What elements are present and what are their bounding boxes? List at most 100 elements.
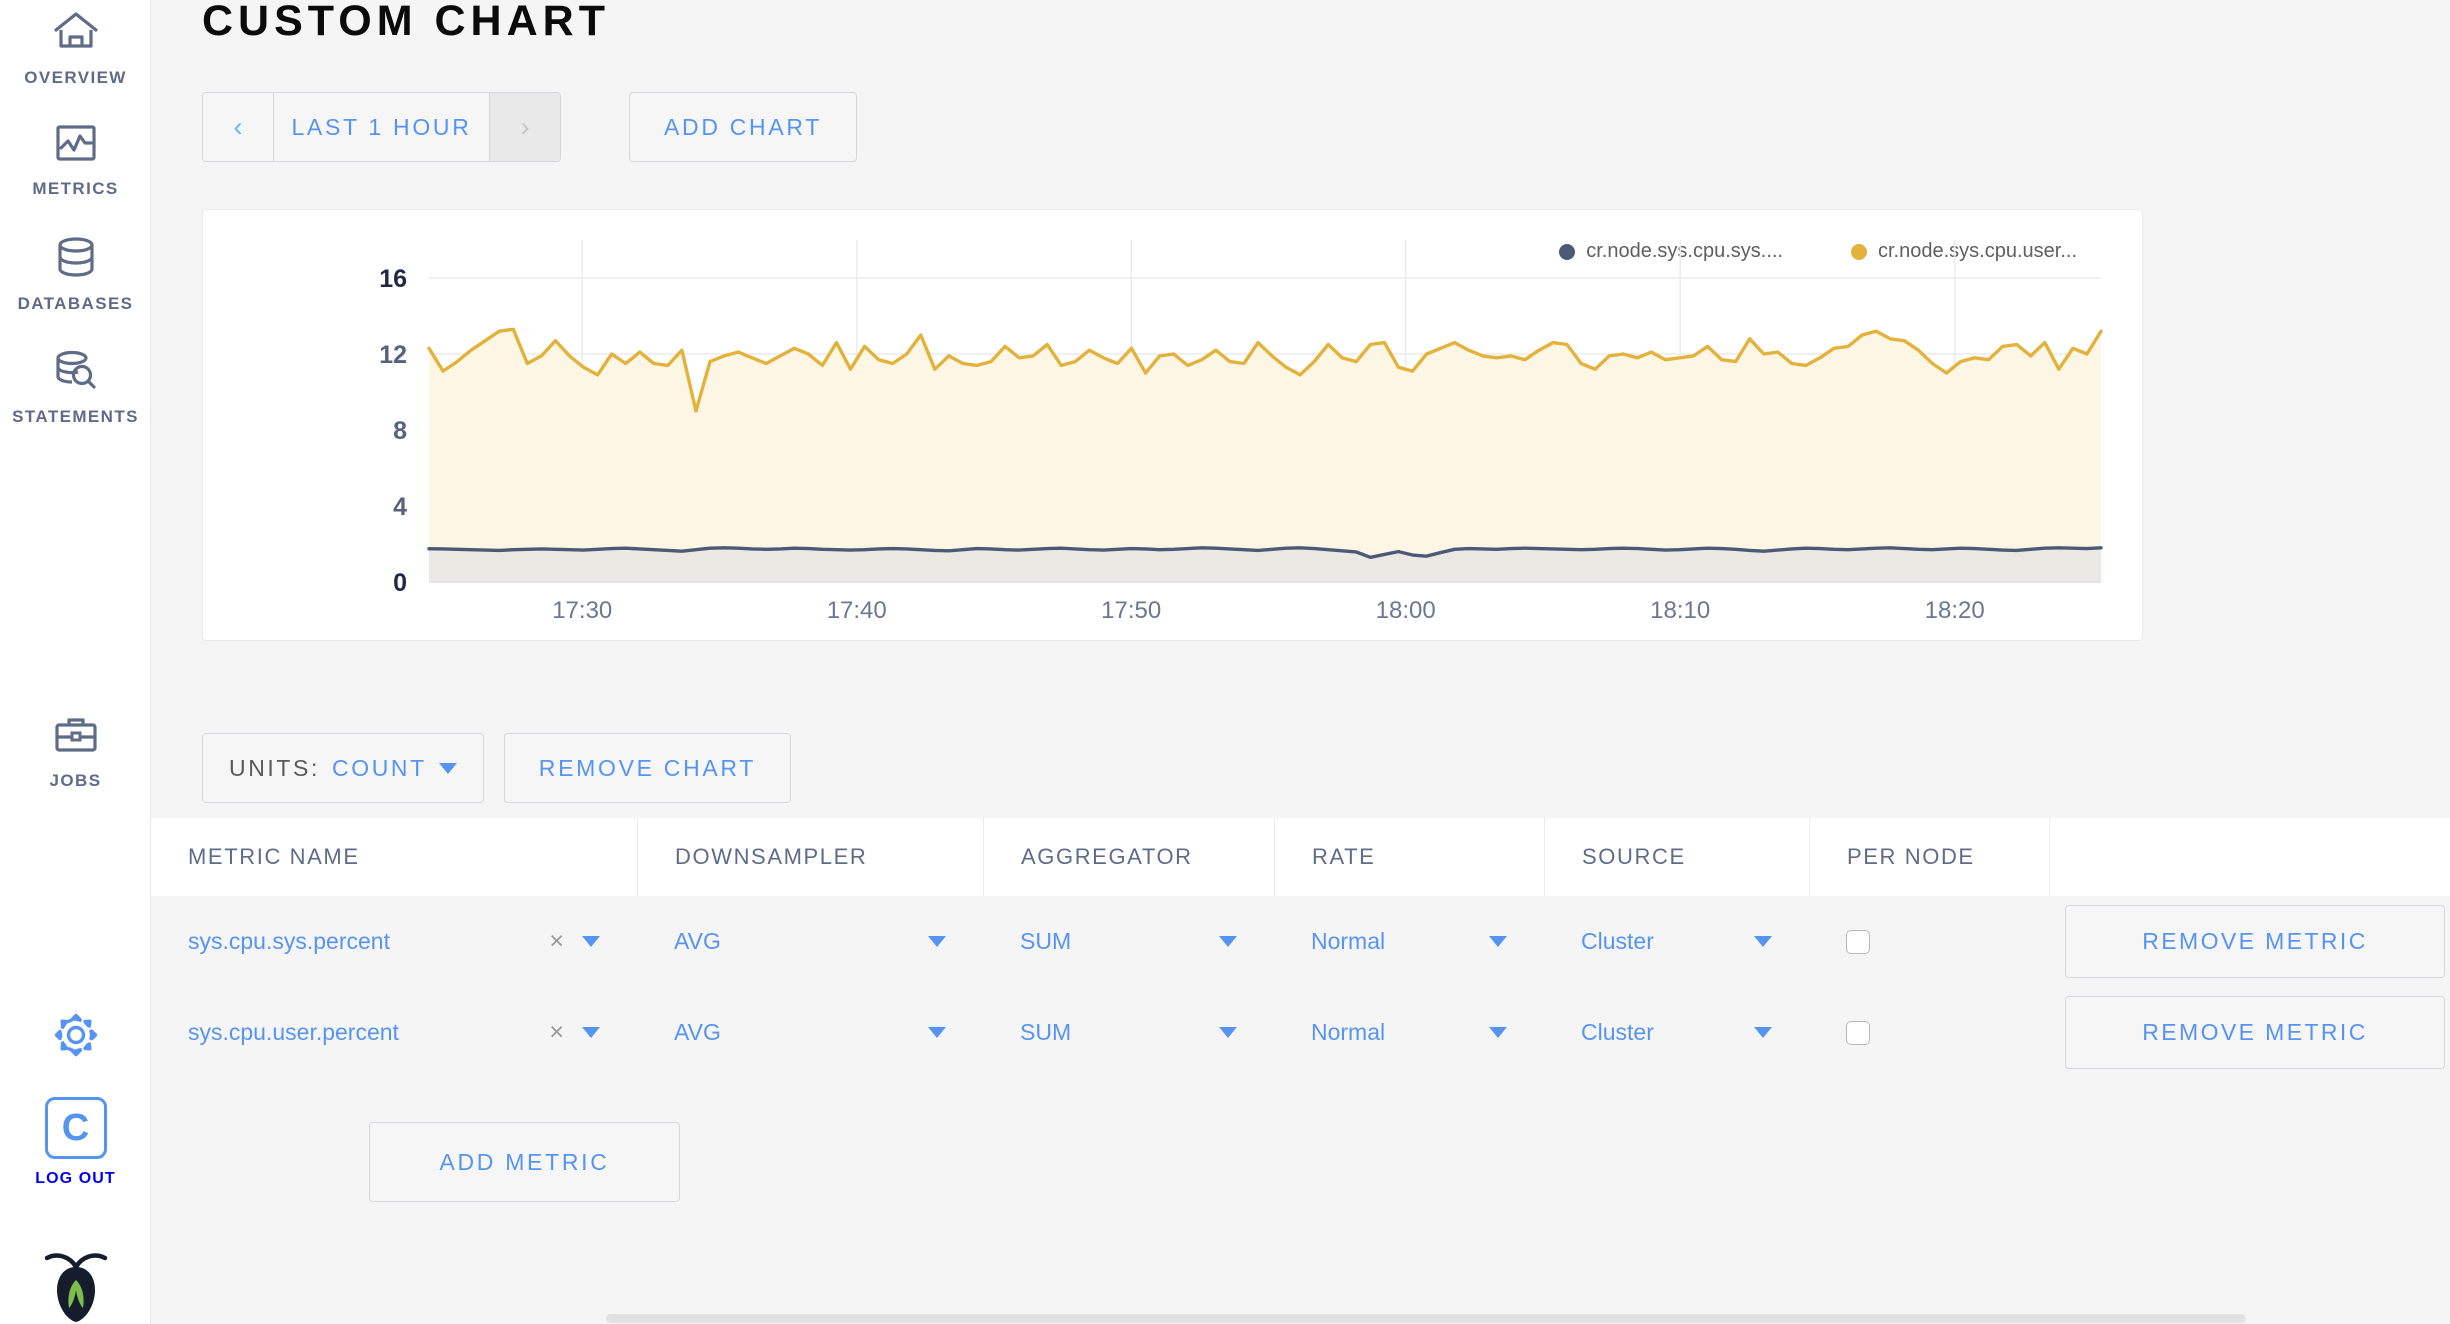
chevron-down-icon[interactable] (1219, 936, 1237, 947)
sidebar-item-logout[interactable]: C LOG OUT (0, 1097, 151, 1188)
svg-text:17:30: 17:30 (552, 597, 612, 624)
table-row: sys.cpu.user.percent × AVG SUM (151, 987, 2450, 1078)
column-header-downsampler: DOWNSAMPLER (637, 818, 983, 896)
aggregator-value[interactable]: SUM (1020, 1019, 1072, 1045)
chart-plot-area[interactable]: 0 4 8 12 16 17:30 17:40 17:50 18:00 18:10 18:20 (203, 210, 2144, 642)
chevron-down-icon[interactable] (1489, 1027, 1507, 1038)
rate-value[interactable]: Normal (1311, 928, 1386, 954)
sidebar-item-metrics[interactable]: METRICS (0, 123, 151, 199)
per-node-cell (1809, 896, 2049, 987)
sidebar-item-overview[interactable]: OVERVIEW (0, 10, 151, 88)
cockroach-c-icon: C (44, 1097, 107, 1159)
table-header-row: METRIC NAME DOWNSAMPLER AGGREGATOR RATE … (151, 818, 2450, 896)
gear-icon (51, 1010, 101, 1065)
clear-metric-icon[interactable]: × (549, 1018, 564, 1046)
column-header-source: SOURCE (1544, 818, 1809, 896)
sidebar-label-databases: DATABASES (17, 294, 134, 313)
time-range-group: ‹ LAST 1 HOUR › (202, 92, 561, 162)
cockroach-logo-icon (0, 1250, 151, 1324)
svg-text:17:40: 17:40 (827, 597, 887, 624)
add-metric-button[interactable]: ADD METRIC (369, 1122, 680, 1202)
svg-text:8: 8 (393, 417, 407, 445)
chart-card: cr.node.sys.cpu.sys.... cr.node.sys.cpu.… (202, 209, 2143, 641)
prev-time-range-button[interactable]: ‹ (203, 93, 274, 161)
per-node-checkbox[interactable] (1846, 929, 1870, 954)
downsampler-value[interactable]: AVG (674, 928, 721, 954)
table-row: sys.cpu.sys.percent × AVG SUM (151, 896, 2450, 987)
downsampler-cell: AVG (637, 987, 983, 1078)
source-value[interactable]: Cluster (1581, 928, 1654, 954)
main-content: CUSTOM CHART ‹ LAST 1 HOUR › ADD CHART c… (151, 0, 2450, 1324)
sidebar-label-logout: LOG OUT (35, 1170, 116, 1187)
units-value: COUNT (332, 754, 427, 781)
svg-text:16: 16 (379, 265, 407, 293)
chevron-down-icon[interactable] (1489, 936, 1507, 947)
sidebar: OVERVIEW METRICS DATABASES (0, 0, 151, 1324)
remove-metric-button[interactable]: REMOVE METRIC (2065, 905, 2445, 978)
svg-text:18:00: 18:00 (1376, 597, 1436, 624)
source-cell: Cluster (1544, 987, 1809, 1078)
metric-table: METRIC NAME DOWNSAMPLER AGGREGATOR RATE … (151, 818, 2450, 1078)
column-header-aggregator: AGGREGATOR (983, 818, 1274, 896)
units-label: UNITS: (229, 754, 320, 781)
chevron-down-icon[interactable] (928, 936, 946, 947)
chevron-down-icon[interactable] (1219, 1027, 1237, 1038)
metric-name-cell: sys.cpu.user.percent × (151, 987, 637, 1078)
metric-name-value[interactable]: sys.cpu.user.percent (188, 1019, 399, 1045)
legend-dot-user (1851, 243, 1867, 260)
sidebar-label-overview: OVERVIEW (24, 68, 127, 87)
sidebar-item-jobs[interactable]: JOBS (0, 715, 151, 791)
chart-line-icon (52, 123, 100, 168)
time-range-label[interactable]: LAST 1 HOUR (274, 93, 489, 161)
logo-letter: C (61, 1107, 90, 1149)
chevron-down-icon[interactable] (928, 1027, 946, 1038)
actions-cell: REMOVE METRIC (2049, 987, 2450, 1078)
aggregator-cell: SUM (983, 896, 1274, 987)
column-header-rate: RATE (1274, 818, 1544, 896)
page-title: CUSTOM CHART (202, 0, 610, 45)
horizontal-scrollbar[interactable] (606, 1314, 2246, 1323)
svg-text:0: 0 (393, 569, 407, 597)
column-header-per-node: PER NODE (1809, 818, 2049, 896)
downsampler-cell: AVG (637, 896, 983, 987)
chart-legend: cr.node.sys.cpu.sys.... cr.node.sys.cpu.… (1559, 240, 2077, 263)
per-node-checkbox[interactable] (1846, 1020, 1870, 1045)
rate-value[interactable]: Normal (1311, 1019, 1386, 1045)
svg-text:18:10: 18:10 (1650, 597, 1710, 624)
source-value[interactable]: Cluster (1581, 1019, 1654, 1045)
sidebar-label-metrics: METRICS (32, 179, 119, 198)
chevron-down-icon[interactable] (582, 1027, 600, 1038)
sidebar-item-statements[interactable]: STATEMENTS (0, 349, 151, 427)
chevron-down-icon (438, 762, 457, 774)
add-chart-button[interactable]: ADD CHART (629, 92, 858, 162)
metric-name-cell: sys.cpu.sys.percent × (151, 896, 637, 987)
rate-cell: Normal (1274, 896, 1544, 987)
svg-text:12: 12 (379, 341, 407, 369)
svg-text:18:20: 18:20 (1925, 597, 1985, 624)
source-cell: Cluster (1544, 896, 1809, 987)
briefcase-icon (52, 715, 100, 760)
sidebar-label-jobs: JOBS (49, 771, 102, 790)
sidebar-item-databases[interactable]: DATABASES (0, 236, 151, 314)
remove-metric-button[interactable]: REMOVE METRIC (2065, 996, 2445, 1069)
home-icon (52, 10, 100, 57)
remove-chart-button[interactable]: REMOVE CHART (503, 733, 792, 803)
legend-entry-user[interactable]: cr.node.sys.cpu.user... (1851, 240, 2077, 263)
next-time-range-button[interactable]: › (489, 93, 560, 161)
database-icon (52, 236, 100, 283)
chevron-down-icon[interactable] (1754, 936, 1772, 947)
downsampler-value[interactable]: AVG (674, 1019, 721, 1045)
units-select[interactable]: UNITS: COUNT (202, 733, 484, 803)
chevron-down-icon[interactable] (582, 936, 600, 947)
clear-metric-icon[interactable]: × (549, 927, 564, 955)
chart-svg: 0 4 8 12 16 17:30 17:40 17:50 18:00 18:10 18:20 (379, 240, 2103, 624)
legend-dot-sys (1559, 243, 1576, 260)
legend-entry-sys[interactable]: cr.node.sys.cpu.sys.... (1559, 240, 1783, 263)
aggregator-value[interactable]: SUM (1020, 928, 1072, 954)
metric-name-value[interactable]: sys.cpu.sys.percent (188, 928, 390, 954)
chevron-down-icon[interactable] (1754, 1027, 1772, 1038)
actions-cell: REMOVE METRIC (2049, 896, 2450, 987)
svg-text:4: 4 (393, 493, 407, 521)
sidebar-item-settings[interactable] (0, 1010, 151, 1065)
